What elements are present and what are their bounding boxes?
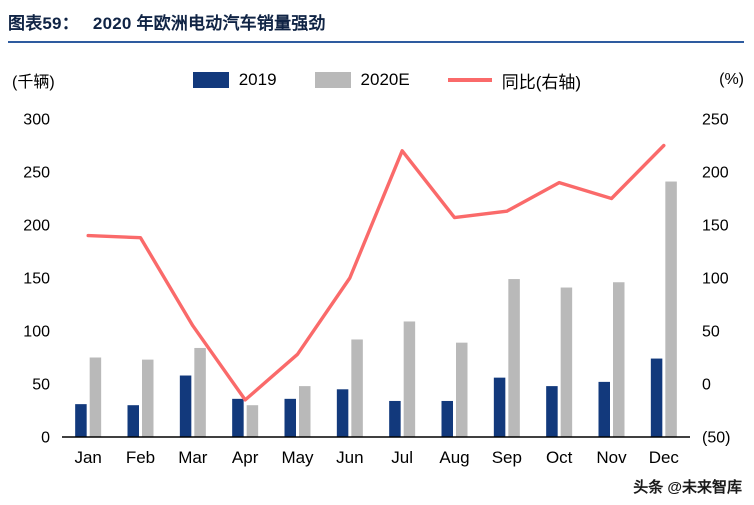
right-axis-tick: (50) (702, 430, 730, 447)
bar-2020E-feb (142, 359, 154, 437)
x-axis-label-jan: Jan (74, 448, 101, 467)
bar-2019-aug (441, 400, 453, 437)
x-axis-label-dec: Dec (649, 448, 680, 467)
legend-label-2019: 2019 (238, 70, 277, 89)
bar-2020E-apr (246, 405, 259, 437)
x-axis-label-feb: Feb (126, 448, 155, 467)
bar-2019-sep (493, 377, 506, 437)
right-axis-tick: 50 (702, 324, 720, 341)
chart-title-text: 2020 年欧洲电动汽车销量强劲 (92, 14, 326, 33)
right-axis-tick: 0 (702, 377, 711, 394)
bar-2019-may (284, 398, 296, 437)
chart-area: 0 50 100 150 200 250 300 (50) 0 50 100 150 200 250 Jan… (0, 99, 754, 476)
bar-2020E-jun (351, 339, 363, 437)
x-axis-label-sep: Sep (492, 448, 522, 467)
header: 图表59： 2020 年欧洲电动汽车销量强劲 (0, 0, 754, 43)
x-axis-label-jun: Jun (336, 448, 363, 467)
bar-2019-jul (389, 400, 401, 437)
x-axis-label-jul: Jul (391, 448, 413, 467)
legend-swatch-2019 (192, 72, 229, 88)
right-axis-tick: 100 (702, 271, 729, 288)
left-axis-tick: 300 (23, 112, 50, 129)
bar-2019-jun (336, 389, 349, 437)
x-axis-label-apr: Apr (232, 448, 259, 467)
x-axis-label-nov: Nov (596, 448, 627, 467)
bar-2020E-oct (560, 287, 573, 437)
legend-item-yoy: 同比(右轴) (447, 68, 582, 93)
page-title: 图表59： 2020 年欧洲电动汽车销量强劲 (8, 9, 744, 34)
legend-swatch-yoy-line (447, 78, 492, 82)
right-axis-tick: 200 (702, 165, 729, 182)
legend-swatch-2020e (314, 72, 351, 88)
bar-2019-jan (75, 404, 87, 437)
bar-2019-mar (179, 375, 192, 437)
left-axis-tick: 150 (23, 271, 50, 288)
left-axis-tick: 250 (23, 165, 50, 182)
bar-2020E-sep (508, 279, 520, 437)
bar-2020E-may (299, 386, 311, 437)
bar-2019-dec (650, 358, 663, 437)
bar-2020E-nov (613, 282, 625, 437)
right-axis-unit-label: (%) (719, 71, 744, 88)
bar-2020E-dec (665, 181, 677, 437)
legend: 2019 2020E 同比(右轴) (55, 68, 719, 93)
left-axis-tick: 100 (23, 324, 50, 341)
left-axis-tick: 200 (23, 218, 50, 235)
bar-2019-apr (232, 398, 244, 437)
bar-2019-oct (546, 386, 558, 437)
chart-number-label: 图表59： (8, 14, 79, 33)
bar-2019-nov (598, 381, 610, 437)
left-axis-tick: 0 (41, 430, 50, 447)
legend-item-2020e: 2020E (314, 70, 410, 90)
bar-2020E-aug (456, 342, 468, 437)
yoy-line (86, 143, 666, 402)
header-divider (8, 41, 744, 43)
legend-label-2020e: 2020E (360, 70, 410, 89)
right-axis-tick: 150 (702, 218, 729, 235)
legend-row: (千辆) 2019 2020E 同比(右轴) (%) (0, 67, 754, 93)
combo-chart: 0 50 100 150 200 250 300 (50) 0 50 100 150 200 250 Jan… (23, 112, 730, 468)
left-axis-tick: 50 (32, 377, 50, 394)
x-axis-label-aug: Aug (439, 448, 469, 467)
legend-label-yoy: 同比(右轴) (501, 72, 582, 92)
right-axis-tick: 250 (702, 112, 729, 129)
legend-item-2019: 2019 (192, 70, 277, 90)
bar-2019-feb (127, 405, 139, 437)
bar-2020E-jan (89, 357, 102, 437)
x-axis-label-oct: Oct (546, 448, 573, 467)
left-axis-unit-label: (千辆) (12, 74, 55, 91)
x-axis-label-mar: Mar (178, 448, 208, 467)
watermark: 头条 @未来智库 (633, 479, 742, 496)
x-axis-label-may: May (281, 448, 314, 467)
bar-2020E-jul (403, 321, 416, 437)
bar-2020E-mar (194, 347, 206, 437)
